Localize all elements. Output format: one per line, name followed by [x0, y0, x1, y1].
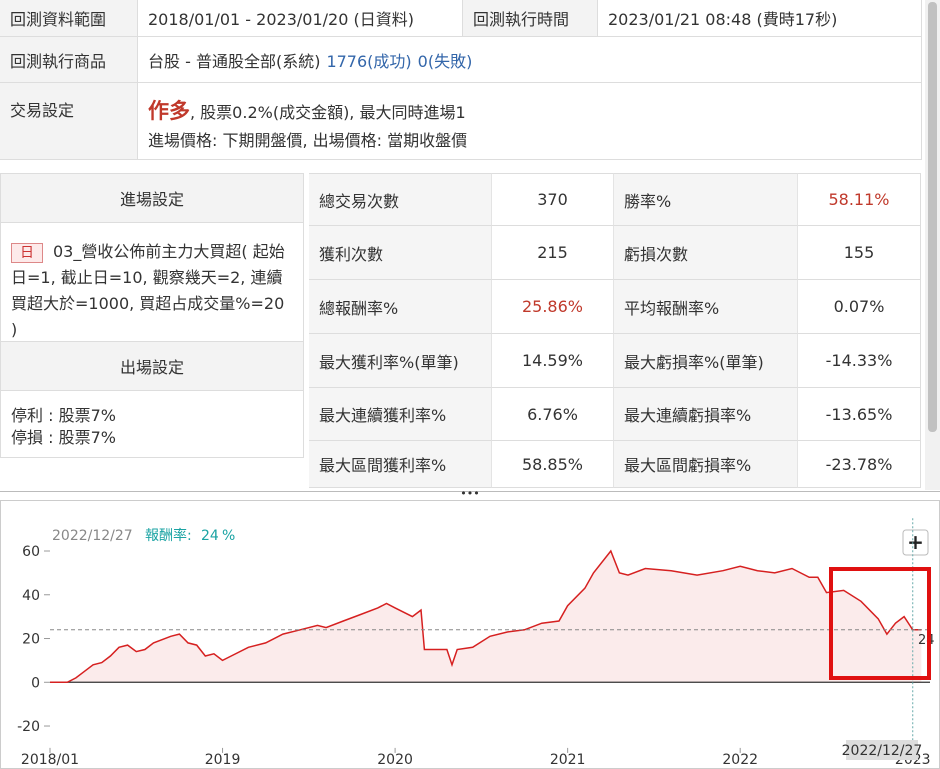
x-tick-label: 2019: [205, 752, 241, 768]
stat-value: 58.11%: [798, 173, 921, 226]
zoom-icon[interactable]: +: [907, 530, 924, 554]
crosshair-date: 2022/12/27: [842, 743, 923, 759]
exit-rule: 停利 : 股票7%: [11, 406, 116, 425]
stat-value: 370: [492, 173, 614, 226]
chart: 2022/12/27 報酬率: 24 % + -20 0 20 40 60 2018/01…: [0, 500, 940, 769]
x-tick-label: 2020: [377, 752, 413, 768]
y-tick-label: 60: [22, 544, 40, 560]
line: [50, 549, 922, 684]
y-tick-label: -20: [17, 719, 40, 735]
label: 交易設定: [0, 83, 138, 160]
annotation-box: [829, 567, 931, 680]
header-unit: %: [222, 528, 235, 544]
entry-rule-box: 日 03_營收公佈前主力大買超( 起始日=1, 截止日=10, 觀察幾天=2, 連…: [1, 223, 303, 342]
header-label: 報酬率:: [145, 527, 192, 544]
stat-value: 25.86%: [492, 280, 614, 334]
divider-handle[interactable]: •••: [460, 487, 480, 500]
entry-title: 進場設定: [1, 174, 303, 223]
stat-label: 最大區間虧損率%: [614, 441, 798, 488]
x-tick-label: 2018/01: [21, 752, 79, 768]
success-count: 1776(成功): [326, 51, 412, 71]
entry-rule: 03_營收公佈前主力大買超( 起始日=1, 截止日=10, 觀察幾天=2, 連續…: [11, 242, 285, 339]
price-detail: 進場價格: 下期開盤價, 出場價格: 當期收盤價: [148, 131, 468, 150]
stat-value: 215: [492, 226, 614, 280]
header-value: 24: [201, 528, 219, 544]
exit-rules: 停利 : 股票7% 停損 : 股票7%: [1, 391, 303, 463]
stat-label: 最大連續獲利率%: [309, 388, 492, 441]
stat-value: 6.76%: [492, 388, 614, 441]
stat-value: -23.78%: [798, 441, 921, 488]
x-tick-label: 2021: [550, 752, 586, 768]
y-tick-label: 20: [22, 632, 40, 648]
stat-value: -14.33%: [798, 334, 921, 388]
stat-label: 總報酬率%: [309, 280, 492, 334]
trade-line: 作多, 股票0.2%(成交金額), 最大同時進場1: [148, 95, 921, 125]
area: [50, 551, 922, 683]
stat-label: 獲利次數: [309, 226, 492, 280]
exit-rule: 停損 : 股票7%: [11, 428, 116, 447]
stat-label: 最大獲利率%(單筆): [309, 334, 492, 388]
stat-value: 155: [798, 226, 921, 280]
stat-label: 最大區間獲利率%: [309, 441, 492, 488]
stat-label: 總交易次數: [309, 173, 492, 226]
stat-label: 最大連續虧損率%: [614, 388, 798, 441]
stat-label: 最大虧損率%(單筆): [614, 334, 798, 388]
entry-tag: 日: [11, 243, 43, 263]
y-tick-label: 40: [22, 588, 40, 604]
crosshair-date-box: [846, 740, 918, 760]
product: 台股 - 普通股全部(系統): [148, 51, 321, 71]
value: 2023/01/21 08:48 (費時17秒): [598, 0, 922, 37]
stat-value: 14.59%: [492, 334, 614, 388]
settings-panel: 進場設定 日 03_營收公佈前主力大買超( 起始日=1, 截止日=10, 觀察幾天…: [0, 173, 304, 458]
zoom-button[interactable]: [902, 529, 929, 556]
fail-count: 0(失敗): [417, 51, 473, 71]
label: 回測執行商品: [0, 37, 138, 83]
stat-value: -13.65%: [798, 388, 921, 441]
stat-value: 0.07%: [798, 280, 921, 334]
trade-detail: , 股票0.2%(成交金額), 最大同時進場1: [190, 103, 466, 122]
stat-label: 虧損次數: [614, 226, 798, 280]
divider: [0, 491, 940, 492]
value: 台股 - 普通股全部(系統) 1776(成功) 0(失敗): [138, 37, 922, 83]
value: 2018/01/01 - 2023/01/20 (日資料): [138, 0, 462, 37]
direction: 作多: [148, 99, 190, 123]
value: 作多, 股票0.2%(成交金額), 最大同時進場1 進場價格: 下期開盤價, 出…: [138, 83, 922, 160]
label: 回測執行時間: [462, 0, 598, 37]
exit-title: 出場設定: [1, 342, 303, 391]
y-tick-label: 0: [31, 675, 40, 691]
stat-value: 58.85%: [492, 441, 614, 488]
reference-label: 24: [918, 633, 935, 648]
stat-label: 勝率%: [614, 173, 798, 226]
stat-label: 平均報酬率%: [614, 280, 798, 334]
label: 回測資料範圍: [0, 0, 138, 37]
scroll-thumb[interactable]: [928, 2, 937, 432]
header-date: 2022/12/27: [52, 528, 133, 544]
scrollbar[interactable]: [925, 0, 940, 490]
x-tick-label: 2022: [722, 752, 758, 768]
